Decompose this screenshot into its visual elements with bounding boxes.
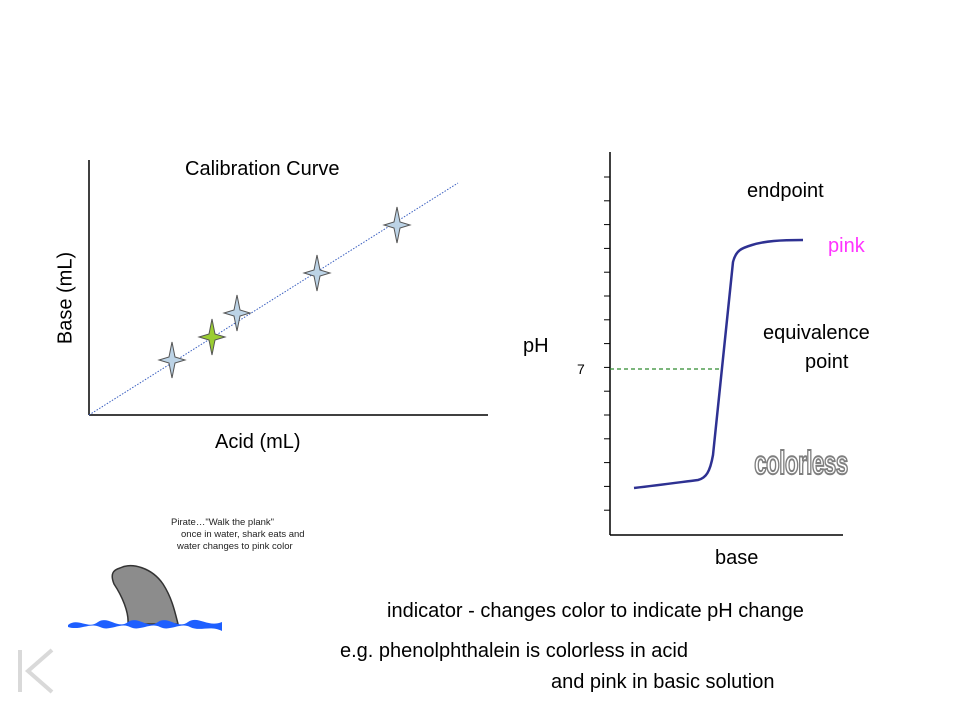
indicator-example-line1: e.g. phenolphthalein is colorless in aci…	[340, 640, 688, 662]
pink-label: pink	[828, 235, 865, 257]
calibration-y-label: Base (mL)	[54, 251, 77, 345]
indicator-example-line2: and pink in basic solution	[551, 671, 775, 693]
titration-chart: colorless	[604, 152, 849, 536]
ph-tick-label: 7	[577, 361, 585, 377]
titration-x-label: base	[715, 547, 759, 569]
calibration-chart	[88, 160, 488, 416]
pirate-note-line2: once in water, shark eats and	[181, 529, 305, 540]
sparkle-icon	[197, 318, 227, 356]
calibration-trend-line	[88, 182, 459, 416]
indicator-definition: indicator - changes color to indicate pH…	[387, 600, 804, 622]
titration-curve	[633, 238, 804, 490]
calibration-title: Calibration Curve	[185, 158, 340, 180]
ph-ticks	[604, 176, 610, 511]
sparkle-icon	[302, 254, 332, 292]
equivalence-label-line1: equivalence	[763, 322, 870, 344]
skip-to-start-icon[interactable]	[18, 648, 54, 694]
pirate-note-line1: Pirate…"Walk the plank"	[171, 517, 275, 528]
colorless-label: colorless	[754, 444, 847, 482]
titration-y-label: pH	[523, 335, 549, 357]
calibration-x-label: Acid (mL)	[215, 431, 301, 453]
shark-fin-icon	[68, 564, 222, 631]
endpoint-label: endpoint	[747, 180, 824, 202]
pirate-note-line3: water changes to pink color	[177, 541, 293, 552]
equivalence-label-line2: point	[805, 351, 849, 373]
sparkle-icon	[222, 294, 252, 332]
sparkle-icon	[382, 206, 412, 244]
water-waves	[68, 619, 222, 631]
sparkle-icon	[157, 341, 187, 379]
